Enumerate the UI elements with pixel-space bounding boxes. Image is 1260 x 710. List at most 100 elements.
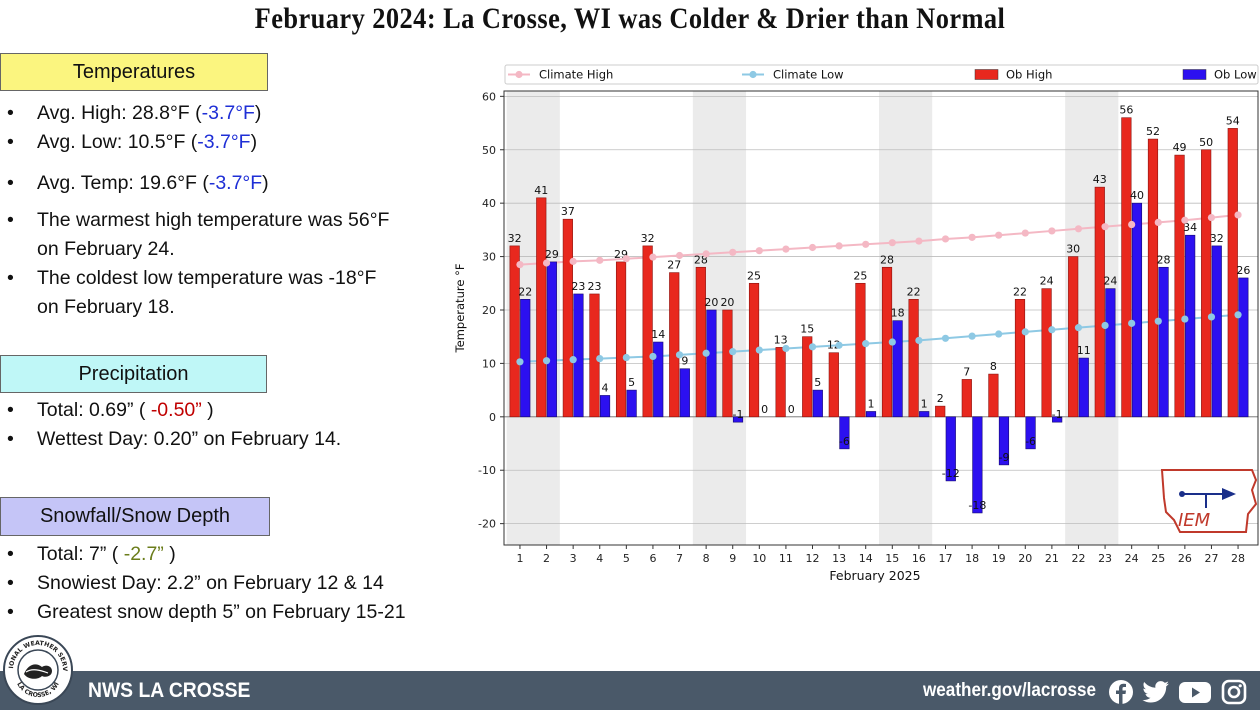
avg-temp-text: Avg. Temp: 19.6°F (: [37, 172, 209, 194]
x-tick-label: 17: [938, 552, 952, 565]
ob-low-label: 26: [1236, 264, 1250, 277]
legend-label: Ob Low: [1214, 68, 1257, 82]
climate-low-point: [782, 344, 790, 353]
climate-low-point: [835, 341, 843, 349]
ob-low-label: 11: [1077, 344, 1091, 357]
instagram-icon[interactable]: [1221, 679, 1247, 705]
avg-low-departure: -3.7°F: [197, 131, 251, 153]
x-tick-label: 21: [1045, 552, 1059, 565]
climate-low-point: [862, 340, 870, 348]
y-tick-label: 30: [482, 251, 496, 264]
ob-high-label: 30: [1066, 243, 1080, 256]
snowiest-day-text: Snowiest Day: 2.2” on February 12 & 14: [37, 572, 384, 594]
ob-low-label: 9: [681, 355, 688, 368]
ob-low-bar: [839, 416, 850, 450]
climate-low-point: [888, 338, 896, 346]
ob-high-label: 41: [534, 184, 548, 197]
climate-low-point: [542, 357, 551, 365]
ob-high-label: 32: [508, 232, 522, 245]
snow-list: Total: 7” ( -2.7” ) Snowiest Day: 2.2” o…: [0, 540, 460, 627]
snow-departure: -2.7”: [123, 543, 164, 565]
y-tick-label: -10: [478, 464, 496, 477]
ob-high-bar: [828, 352, 839, 418]
footer-website-link[interactable]: weather.gov/lacrosse: [923, 680, 1096, 701]
ob-high-bar: [935, 405, 946, 418]
ob-low-label: -9: [998, 451, 1009, 464]
ob-high-bar: [695, 266, 706, 418]
ob-low-bar: [865, 411, 877, 418]
x-tick-label: 26: [1178, 552, 1192, 565]
climate-high-point: [1101, 223, 1109, 231]
climate-high-point: [782, 245, 790, 253]
x-tick-label: 7: [676, 552, 683, 565]
ob-high-bar: [1174, 154, 1185, 418]
nws-logo: NATIONAL WEATHER SERVICE LA CROSSE, WI: [2, 634, 73, 705]
x-tick-label: 25: [1151, 552, 1165, 565]
ob-low-label: 0: [788, 403, 795, 416]
ob-high-bar: [1014, 299, 1026, 418]
climate-low-point: [596, 354, 604, 363]
climate-high-point: [729, 248, 737, 256]
ob-high-bar: [1227, 128, 1238, 418]
climate-low-point: [995, 330, 1003, 338]
facebook-icon[interactable]: [1108, 679, 1134, 705]
youtube-icon[interactable]: [1178, 679, 1212, 705]
list-item: Avg. Temp: 19.6°F (-3.7°F): [0, 169, 460, 198]
ob-high-bar: [509, 245, 520, 418]
x-tick-label: 18: [965, 552, 979, 565]
ob-high-label: 15: [800, 323, 814, 336]
ob-low-bar: [1158, 266, 1169, 418]
climate-high-point: [862, 240, 870, 248]
avg-temp-departure: -3.7°F: [208, 172, 263, 194]
snow-heading: Snowfall/Snow Depth: [0, 497, 270, 536]
ob-low-label: 28: [1157, 253, 1171, 266]
ob-low-bar: [520, 299, 531, 418]
ob-high-label: 27: [667, 259, 681, 272]
ob-low-bar: [972, 416, 983, 514]
climate-low-point: [1048, 326, 1056, 334]
paren: ): [163, 543, 176, 565]
climate-high-point: [941, 235, 950, 243]
x-tick-label: 15: [885, 552, 899, 565]
climate-high-point: [808, 243, 817, 252]
x-tick-label: 4: [596, 552, 603, 565]
ob-low-bar: [1052, 416, 1063, 423]
ob-high-bar: [1041, 288, 1052, 418]
ob-high-bar: [1201, 149, 1212, 418]
climate-high-point: [1074, 225, 1083, 233]
x-tick-label: 6: [649, 552, 656, 565]
x-tick-label: 22: [1071, 552, 1085, 565]
ob-high-label: 2: [937, 392, 944, 405]
legend-swatch: [1182, 69, 1207, 80]
x-tick-label: 20: [1018, 552, 1032, 565]
ob-low-label: 24: [1103, 275, 1117, 288]
ob-low-label: 0: [761, 403, 768, 416]
avg-high-text: Avg. High: 28.8°F (: [37, 102, 202, 124]
ob-high-bar: [775, 347, 786, 418]
ob-low-bar: [945, 416, 956, 482]
y-tick-label: 0: [489, 411, 496, 424]
ob-low-label: 34: [1183, 221, 1197, 234]
temperatures-heading: Temperatures: [0, 53, 268, 91]
temperatures-list: Avg. High: 28.8°F (-3.7°F) Avg. Low: 10.…: [0, 99, 460, 322]
climate-low-point: [516, 358, 524, 366]
x-tick-label: 19: [992, 552, 1006, 565]
ob-low-label: -12: [942, 467, 960, 480]
list-item: Snowiest Day: 2.2” on February 12 & 14: [0, 569, 460, 598]
ob-low-bar: [626, 389, 637, 418]
climate-low-point: [941, 334, 950, 342]
twitter-icon[interactable]: [1141, 679, 1171, 705]
climate-low-point: [755, 346, 763, 354]
climate-high-point: [1021, 229, 1029, 237]
climate-low-point: [1074, 324, 1083, 332]
ob-low-label: -1: [733, 408, 744, 421]
climate-low-point: [1021, 328, 1029, 336]
ob-high-label: 56: [1119, 104, 1133, 117]
x-tick-label: 3: [570, 552, 577, 565]
legend-swatch-marker: [515, 70, 523, 79]
snow-total-text: Total: 7” (: [37, 543, 124, 565]
ob-high-bar: [908, 299, 919, 418]
climate-high-point: [1207, 213, 1216, 222]
ob-high-bar: [1094, 186, 1105, 418]
temperature-chart: -20-100102030405060322214129237233234429…: [453, 64, 1259, 583]
